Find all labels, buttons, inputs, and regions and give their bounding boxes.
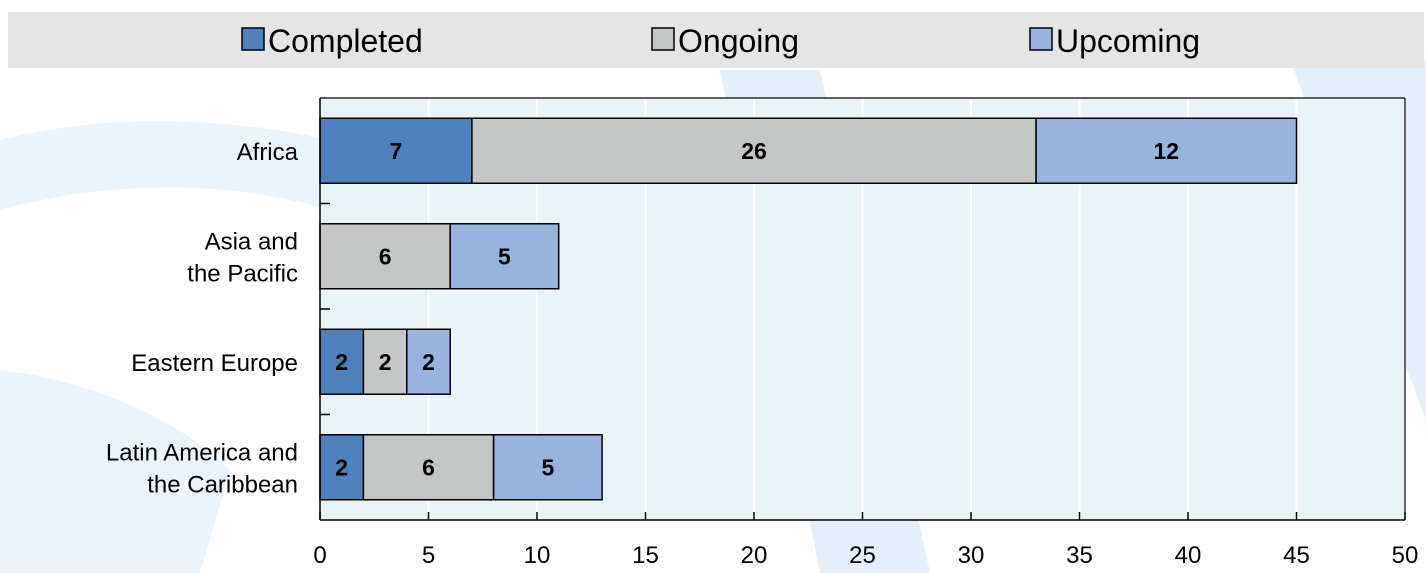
data-label: 2	[335, 454, 348, 480]
x-tick-label: 30	[958, 542, 985, 569]
bar-segment-completed	[319, 434, 365, 501]
bar-segment-upcoming	[1035, 117, 1298, 184]
legend-swatch-completed	[241, 27, 265, 51]
data-label: 2	[422, 349, 435, 375]
legend-swatch-ongoing	[651, 27, 675, 51]
plot-area: 7 26 126 52 2 22 6 5 0 5 10 15 20 25 30 35 40 45 50Africa…	[106, 97, 1419, 569]
legend: Completed Ongoing Upcoming	[8, 12, 1424, 68]
legend-label-ongoing: Ongoing	[678, 23, 799, 59]
bar-segment-upcoming	[406, 328, 451, 395]
data-label: 5	[498, 243, 511, 269]
x-tick-label: 40	[1175, 542, 1202, 569]
x-tick-label: 15	[632, 542, 659, 569]
category-label: Eastern Europe	[131, 350, 298, 377]
x-tick-label: 5	[422, 542, 435, 569]
x-tick-label: 25	[849, 542, 876, 569]
data-label: 2	[379, 349, 392, 375]
bar-segment-upcoming	[449, 223, 560, 290]
legend-swatch-upcoming	[1029, 27, 1053, 51]
legend-label-upcoming: Upcoming	[1056, 23, 1200, 59]
bars: 7 26 126 52 2 22 6 5	[319, 117, 1298, 501]
bar-segment-ongoing	[362, 434, 495, 501]
category-label: Latin America and the Caribbean	[106, 439, 298, 498]
data-label: 6	[422, 454, 435, 480]
x-tick-label: 50	[1392, 542, 1419, 569]
category-label: Asia and the Pacific	[187, 228, 298, 287]
data-label: 12	[1154, 138, 1180, 164]
data-label: 7	[390, 138, 403, 164]
bar-segment-ongoing	[362, 328, 408, 395]
legend-label-completed: Completed	[268, 23, 423, 59]
data-label: 2	[335, 349, 348, 375]
x-tick-label: 10	[524, 542, 551, 569]
data-label: 5	[541, 454, 554, 480]
x-tick-label: 35	[1066, 542, 1093, 569]
x-tick-label: 45	[1283, 542, 1310, 569]
x-tick-label: 20	[741, 542, 768, 569]
bar-segment-ongoing	[471, 117, 1037, 184]
data-label: 26	[741, 138, 767, 164]
category-label: Africa	[237, 139, 299, 166]
bar-segment-upcoming	[492, 434, 603, 501]
x-tick-label: 0	[313, 542, 326, 569]
data-label: 6	[379, 243, 392, 269]
